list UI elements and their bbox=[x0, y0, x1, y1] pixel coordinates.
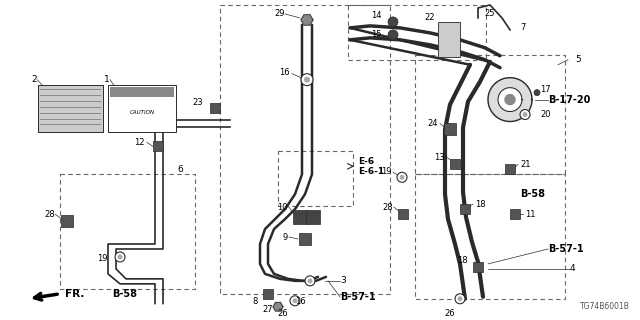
Text: E-6: E-6 bbox=[358, 157, 374, 166]
Text: 16: 16 bbox=[280, 68, 290, 77]
Bar bbox=[415, 174, 565, 299]
Bar bbox=[415, 55, 565, 174]
Polygon shape bbox=[505, 95, 515, 105]
Text: 15: 15 bbox=[371, 30, 382, 39]
Text: 1: 1 bbox=[104, 75, 110, 84]
Text: 27: 27 bbox=[262, 305, 273, 314]
Text: 14: 14 bbox=[371, 12, 382, 20]
Circle shape bbox=[520, 109, 530, 119]
Bar bbox=[278, 151, 353, 206]
Circle shape bbox=[534, 90, 540, 96]
Text: 23: 23 bbox=[193, 98, 203, 107]
Circle shape bbox=[290, 296, 300, 306]
Polygon shape bbox=[273, 302, 283, 311]
Circle shape bbox=[305, 276, 315, 286]
Text: 25: 25 bbox=[484, 10, 495, 19]
Text: 24: 24 bbox=[428, 119, 438, 128]
Text: 2: 2 bbox=[31, 75, 37, 84]
Text: 21: 21 bbox=[520, 160, 531, 169]
Text: 19: 19 bbox=[97, 254, 108, 263]
Text: B-58: B-58 bbox=[113, 289, 138, 299]
Circle shape bbox=[388, 17, 398, 27]
Text: 11: 11 bbox=[525, 210, 536, 219]
Text: B-57-1: B-57-1 bbox=[548, 244, 584, 254]
Text: TG74B6001B: TG74B6001B bbox=[580, 302, 630, 311]
Polygon shape bbox=[301, 15, 313, 25]
Bar bbox=[505, 164, 515, 174]
Circle shape bbox=[304, 77, 310, 83]
Text: 6: 6 bbox=[177, 165, 183, 174]
Text: 18: 18 bbox=[458, 256, 468, 265]
Text: 3: 3 bbox=[340, 276, 346, 285]
Bar bbox=[61, 215, 73, 227]
Bar bbox=[108, 85, 176, 132]
Bar bbox=[210, 103, 220, 113]
Bar bbox=[348, 5, 486, 60]
Bar bbox=[263, 289, 273, 299]
Text: B-57-1: B-57-1 bbox=[340, 292, 376, 302]
Bar bbox=[460, 204, 470, 214]
Text: 10: 10 bbox=[278, 203, 288, 212]
Text: 16: 16 bbox=[294, 297, 305, 306]
Text: 4: 4 bbox=[570, 264, 575, 273]
Bar bbox=[110, 87, 174, 97]
Bar bbox=[398, 209, 408, 219]
Text: E-6-1: E-6-1 bbox=[358, 167, 384, 176]
Circle shape bbox=[301, 74, 313, 86]
Text: 17: 17 bbox=[540, 85, 550, 94]
Text: 26: 26 bbox=[445, 309, 455, 318]
Bar bbox=[293, 210, 307, 224]
Circle shape bbox=[399, 175, 404, 180]
Text: 29: 29 bbox=[275, 10, 285, 19]
Text: 18: 18 bbox=[475, 200, 486, 209]
Text: 13: 13 bbox=[435, 153, 445, 162]
Circle shape bbox=[292, 298, 298, 303]
Text: 26: 26 bbox=[278, 309, 288, 318]
Text: FR.: FR. bbox=[65, 289, 84, 299]
Text: 28: 28 bbox=[44, 210, 55, 219]
Polygon shape bbox=[498, 88, 522, 112]
Text: 12: 12 bbox=[134, 138, 145, 147]
Text: 5: 5 bbox=[575, 55, 580, 64]
Bar bbox=[60, 174, 195, 289]
Polygon shape bbox=[488, 78, 532, 122]
Bar bbox=[220, 5, 390, 294]
Text: 20: 20 bbox=[540, 110, 550, 119]
Text: 7: 7 bbox=[520, 23, 525, 32]
Bar bbox=[444, 124, 456, 135]
Bar bbox=[153, 141, 163, 151]
Text: 9: 9 bbox=[283, 233, 288, 242]
Bar bbox=[438, 22, 460, 57]
Bar bbox=[306, 210, 320, 224]
Text: 22: 22 bbox=[424, 13, 435, 22]
Text: 28: 28 bbox=[382, 203, 393, 212]
Bar bbox=[299, 233, 311, 245]
Bar bbox=[510, 209, 520, 219]
Text: B-58: B-58 bbox=[520, 189, 545, 199]
Bar bbox=[38, 85, 103, 132]
Circle shape bbox=[455, 294, 465, 304]
Circle shape bbox=[307, 278, 312, 283]
Text: B-17-20: B-17-20 bbox=[548, 95, 590, 105]
Text: 19: 19 bbox=[381, 167, 392, 176]
Bar bbox=[473, 262, 483, 272]
Text: CAUTION: CAUTION bbox=[129, 110, 155, 115]
Circle shape bbox=[118, 254, 122, 260]
Circle shape bbox=[397, 172, 407, 182]
Text: 8: 8 bbox=[253, 297, 258, 306]
Circle shape bbox=[115, 252, 125, 262]
Circle shape bbox=[458, 296, 463, 301]
Bar bbox=[450, 159, 460, 169]
Circle shape bbox=[388, 30, 398, 40]
Circle shape bbox=[522, 112, 527, 117]
